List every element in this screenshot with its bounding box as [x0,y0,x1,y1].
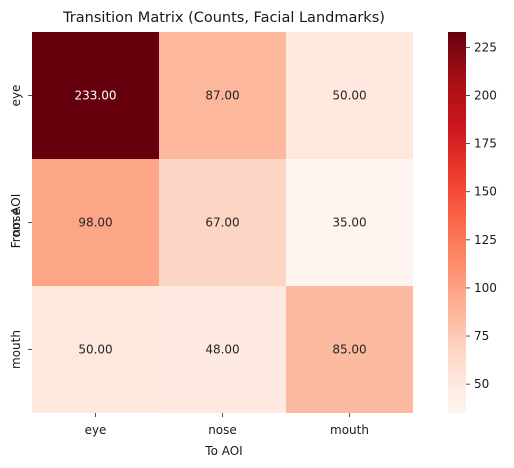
cell-value-label: 48.00 [205,343,239,357]
x-tick-label: eye [85,423,107,437]
colorbar-tick-label: 75 [474,329,489,343]
colorbar-tick-label: 150 [474,185,497,199]
y-axis-label: From AOI [9,194,23,249]
colorbar-tick-label: 175 [474,137,497,151]
colorbar-tick-label: 225 [474,40,497,54]
cell-value-label: 35.00 [332,216,366,230]
x-axis-ticks: eye nose mouth [85,413,369,437]
colorbar: 50 75 100 125 150 175 200 225 [448,32,497,413]
colorbar-tick-label: 200 [474,89,497,103]
x-tick-label: nose [208,423,237,437]
cell-value-label: 67.00 [205,216,239,230]
cell-value-label: 85.00 [332,343,366,357]
cell-value-label: 98.00 [78,216,112,230]
cell-value-label: 87.00 [205,89,239,103]
cell-value-label: 50.00 [332,89,366,103]
colorbar-tick-label: 125 [474,233,497,247]
chart-title: Transition Matrix (Counts, Facial Landma… [62,10,385,26]
cell-value-label: 233.00 [75,89,117,103]
x-tick-label: mouth [330,423,369,437]
y-tick-label: eye [9,85,23,107]
y-tick-label: mouth [9,330,23,369]
colorbar-gradient [448,32,466,413]
colorbar-tick-label: 50 [474,377,489,391]
cell-value-label: 50.00 [78,343,112,357]
colorbar-tick-label: 100 [474,281,497,295]
x-axis-label: To AOI [204,444,242,458]
